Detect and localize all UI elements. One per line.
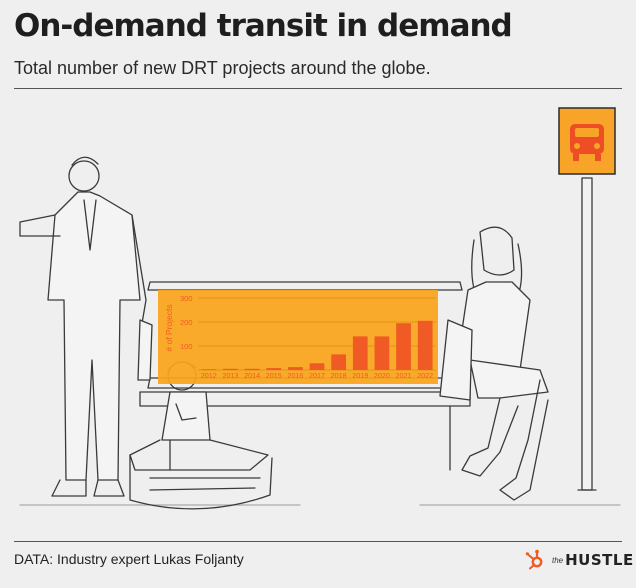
x-tick-label: 2022	[417, 371, 433, 380]
y-tick-label: 200	[180, 318, 193, 327]
page-title: On-demand transit in demand	[14, 8, 513, 44]
y-tick-label: 300	[180, 294, 193, 303]
x-tick-label: 2015	[266, 371, 282, 380]
x-tick-label: 2016	[287, 371, 303, 380]
x-tick-label: 2013	[222, 371, 238, 380]
bar	[288, 367, 303, 370]
x-tick-label: 2017	[309, 371, 325, 380]
y-axis-label: # of Projects	[164, 304, 174, 351]
header-divider	[14, 88, 622, 89]
brand-prefix: the	[552, 555, 564, 565]
car-icon	[570, 124, 604, 161]
bar	[223, 368, 238, 370]
bar	[417, 320, 433, 370]
bar	[396, 323, 411, 370]
bar	[266, 368, 282, 370]
x-tick-label: 2014	[244, 371, 260, 380]
x-tick-label: 2012	[201, 371, 217, 380]
x-tick-label: 2020	[374, 371, 390, 380]
y-tick-label: 100	[180, 342, 193, 351]
page-subtitle: Total number of new DRT projects around …	[14, 58, 431, 78]
bus-stop-sign	[558, 107, 616, 175]
x-tick-label: 2021	[396, 371, 412, 380]
brand-logo: the HUSTLE	[524, 549, 634, 571]
footer-divider	[14, 541, 622, 542]
data-source: DATA: Industry expert Lukas Foljanty	[14, 551, 244, 567]
bar	[201, 369, 217, 370]
bar	[352, 336, 368, 370]
bar	[331, 354, 346, 370]
x-tick-label: 2018	[331, 371, 347, 380]
bar	[309, 363, 325, 370]
brand-name: HUSTLE	[565, 551, 634, 569]
x-tick-label: 2019	[352, 371, 368, 380]
hubspot-sprocket-icon	[525, 549, 543, 570]
bar	[244, 368, 260, 370]
bar	[374, 336, 390, 370]
